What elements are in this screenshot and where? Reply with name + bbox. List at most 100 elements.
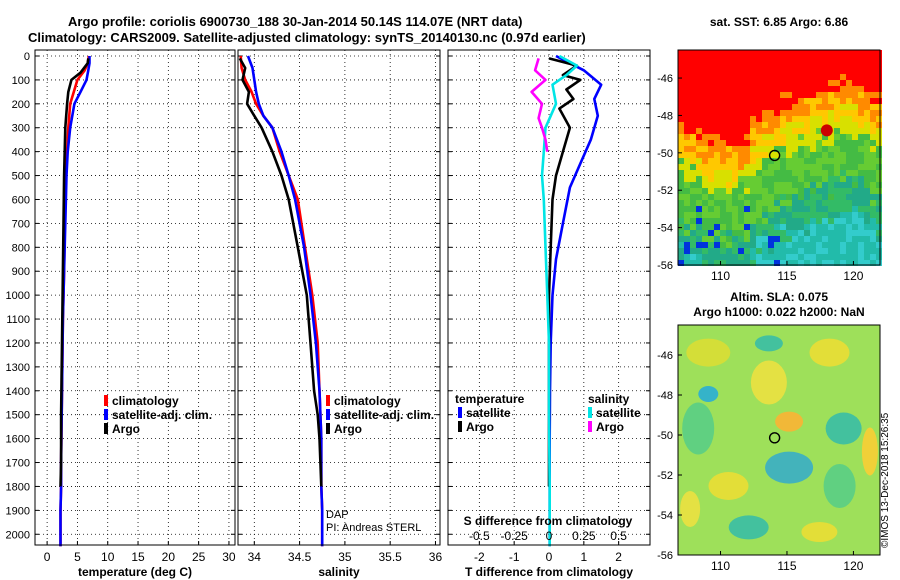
x-axis-label: temperature (deg C)	[78, 565, 192, 579]
sst-cell	[804, 98, 810, 104]
sst-cell	[684, 62, 690, 68]
sst-cell	[750, 86, 756, 92]
sst-cell	[678, 164, 684, 170]
sst-cell	[750, 176, 756, 182]
sst-cell	[684, 86, 690, 92]
sst-cell	[708, 194, 714, 200]
sst-cell	[726, 140, 732, 146]
sst-cell	[756, 50, 762, 56]
sst-cell	[798, 104, 804, 110]
sst-cell	[834, 116, 840, 122]
sst-cell	[780, 194, 786, 200]
sst-cell	[720, 212, 726, 218]
x-tick-label: 5	[74, 550, 81, 564]
sst-cell	[738, 98, 744, 104]
sst-cell	[768, 140, 774, 146]
sst-cell	[732, 116, 738, 122]
sla-anomaly	[823, 464, 856, 508]
sst-cell	[732, 92, 738, 98]
chart-temperature: 0100200300400500600700800900100011001200…	[6, 49, 236, 579]
sst-cell	[828, 122, 834, 128]
sst-cell	[750, 140, 756, 146]
sst-cell	[804, 230, 810, 236]
sst-cell	[720, 230, 726, 236]
sst-cell	[696, 92, 702, 98]
sst-cell	[756, 170, 762, 176]
sst-cell	[726, 236, 732, 242]
sst-cell	[732, 74, 738, 80]
sst-cell	[822, 218, 828, 224]
sst-cell	[792, 116, 798, 122]
sst-cell	[840, 206, 846, 212]
sst-cell	[756, 176, 762, 182]
map-y-tick-label: -46	[657, 350, 673, 362]
sst-cell	[738, 50, 744, 56]
sst-cell	[780, 188, 786, 194]
sst-cell	[720, 74, 726, 80]
sst-cell	[714, 188, 720, 194]
legend-label: satellite-adj. clim.	[112, 408, 212, 422]
x-axis-label: salinity	[318, 565, 360, 579]
sst-cell	[780, 80, 786, 86]
sst-cell	[732, 182, 738, 188]
sst-cell	[726, 200, 732, 206]
sst-cell	[774, 230, 780, 236]
sst-cell	[726, 188, 732, 194]
x-tick-label: 15	[131, 550, 145, 564]
map-y-tick-label: -54	[657, 223, 673, 235]
sst-cell	[792, 254, 798, 260]
sst-cell	[702, 176, 708, 182]
sst-cell	[858, 50, 864, 56]
sst-cell	[684, 206, 690, 212]
x-tick-label: 0	[44, 550, 51, 564]
sst-cell	[792, 92, 798, 98]
sst-cell	[684, 248, 690, 254]
sst-cell	[684, 98, 690, 104]
sst-cell	[876, 74, 882, 80]
sst-cell	[708, 164, 714, 170]
plot-frame	[237, 49, 441, 546]
sst-cell	[810, 206, 816, 212]
sst-cell	[840, 62, 846, 68]
sst-cell	[768, 200, 774, 206]
sst-cell	[762, 74, 768, 80]
sst-cell	[864, 68, 870, 74]
sst-cell	[822, 212, 828, 218]
sst-cell	[828, 158, 834, 164]
legend-title-salinity: salinity	[588, 392, 630, 406]
sst-cell	[846, 224, 852, 230]
sst-cell	[822, 56, 828, 62]
sst-cell	[732, 194, 738, 200]
sst-cell	[708, 92, 714, 98]
sst-cell	[798, 254, 804, 260]
sst-cell	[678, 218, 684, 224]
y-tick-label: 500	[12, 171, 30, 183]
sst-cell	[840, 182, 846, 188]
sst-cell	[720, 110, 726, 116]
sst-cell	[846, 116, 852, 122]
x-tick-label: 25	[192, 550, 206, 564]
sst-cell	[690, 146, 696, 152]
sst-cell	[750, 146, 756, 152]
sst-cell	[804, 74, 810, 80]
sst-cell	[846, 248, 852, 254]
sst-cell	[750, 188, 756, 194]
sst-cell	[834, 200, 840, 206]
sst-cell	[726, 104, 732, 110]
sst-cell	[810, 140, 816, 146]
sst-cell	[876, 80, 882, 86]
legend-swatch	[588, 421, 592, 432]
sst-cell	[876, 182, 882, 188]
sst-cell	[774, 62, 780, 68]
sst-cell	[876, 92, 882, 98]
sst-cell	[786, 248, 792, 254]
sst-cell	[768, 74, 774, 80]
series-line-satellite-adj-clim-	[246, 55, 324, 547]
sst-cell	[828, 224, 834, 230]
sst-cell	[834, 212, 840, 218]
sst-cell	[870, 254, 876, 260]
sst-cell	[828, 194, 834, 200]
sst-cell	[786, 116, 792, 122]
sst-cell	[852, 224, 858, 230]
sst-cell	[786, 140, 792, 146]
